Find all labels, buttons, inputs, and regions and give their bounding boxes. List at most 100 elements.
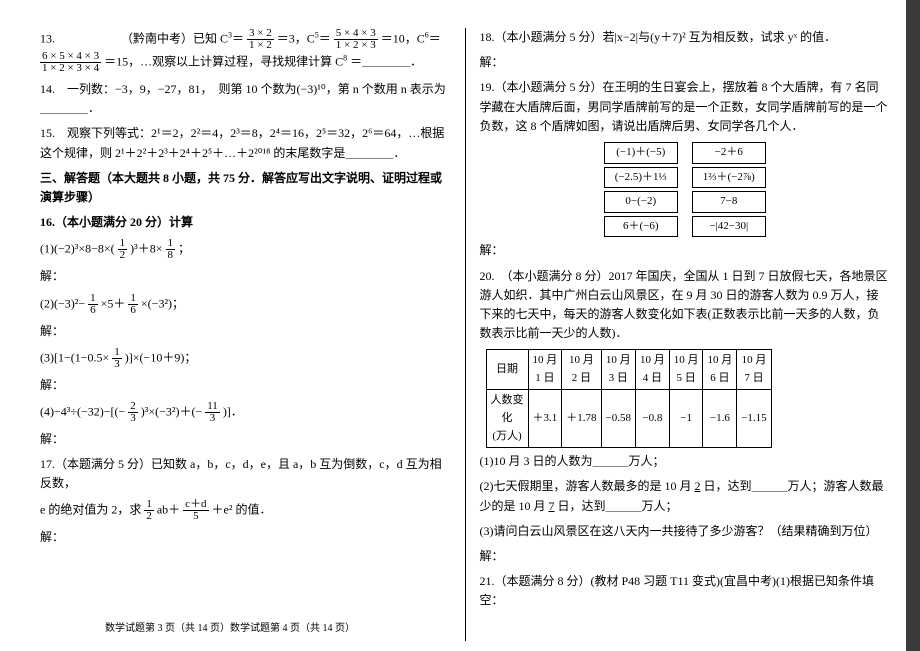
page-footer: 数学试题第 3 页（共 14 页）数学试题第 4 页（共 14 页） bbox=[0, 621, 460, 637]
tr2: ＋1.78 bbox=[562, 390, 601, 448]
q20-1: (1)10 月 3 日的人数为＿＿＿万人； bbox=[480, 452, 891, 471]
q16-4-f2: 113 bbox=[205, 401, 220, 424]
q16-4-f1: 23 bbox=[128, 401, 138, 424]
q13-eq10: ＝10，C bbox=[381, 31, 425, 45]
q20-2e: 日，达到＿＿＿万人； bbox=[558, 499, 678, 513]
right-column: 18.（本小题满分 5 分）若|x−2|与(y＋7)² 互为相反数，试求 yˣ … bbox=[470, 28, 901, 641]
q13-eq3: ＝3，C bbox=[277, 31, 315, 45]
q19-ans: 解： bbox=[480, 241, 891, 260]
tr3: −0.58 bbox=[601, 390, 635, 448]
q16-2-f2: 16 bbox=[128, 293, 138, 316]
shield-4: 1⅔＋(−2⅞) bbox=[692, 167, 766, 189]
q13: 13. （黔南中考）已知 C3＝ 3 × 21 × 2 ＝3，C5＝ 5 × 4… bbox=[40, 28, 451, 74]
shield-1: (−1)＋(−5) bbox=[604, 142, 678, 164]
th4: 10 月4 日 bbox=[635, 350, 669, 390]
tr5: −1 bbox=[669, 390, 703, 448]
q17-mid: ab＋ bbox=[157, 503, 180, 517]
q14: 14. 一列数：−3，9，−27，81， 则第 10 个数为(−3)¹⁰，第 n… bbox=[40, 80, 451, 118]
q13-frac3: 6 × 5 × 4 × 31 × 2 × 3 × 4 bbox=[40, 51, 101, 74]
q16-3-tail: )]×(−10＋9)； bbox=[125, 350, 197, 364]
q18-ans: 解： bbox=[480, 53, 891, 72]
q16-2-mid1: ×5＋ bbox=[101, 296, 126, 310]
q16-1-frac1: 12 bbox=[118, 238, 128, 261]
q16-1-frac2: 18 bbox=[166, 238, 176, 261]
q16-4: (4)−4³÷(−32)−[(− 23 )³×(−3²)＋(− 113 )]． bbox=[40, 401, 451, 424]
q16-1: (1)(−2)³×8−8×( 12 )³＋8× 18 ； bbox=[40, 238, 451, 261]
shield-row-4: 6＋(−6) −|42−30| bbox=[565, 216, 805, 238]
q18: 18.（本小题满分 5 分）若|x−2|与(y＋7)² 互为相反数，试求 yˣ … bbox=[480, 28, 891, 47]
shield-grid: (−1)＋(−5) −2＋6 (−2.5)＋1⅓ 1⅔＋(−2⅞) 0−(−2)… bbox=[565, 142, 805, 237]
q16-1-pre: (1)(−2)³×8−8×( bbox=[40, 242, 115, 256]
q13-eq15: ＝15，…观察以上计算过程，寻找规律计算 C bbox=[104, 54, 343, 68]
tr7: −1.15 bbox=[737, 390, 771, 448]
shield-6: 7−8 bbox=[692, 191, 766, 213]
shield-5: 0−(−2) bbox=[604, 191, 678, 213]
q20-ans: 解： bbox=[480, 547, 891, 566]
q15: 15. 观察下列等式：2¹＝2，2²＝4，2³＝8，2⁴＝16，2⁵＝32，2⁶… bbox=[40, 124, 451, 162]
tr0: 人数变化(万人) bbox=[486, 390, 528, 448]
q16-1-ans: 解： bbox=[40, 267, 451, 286]
right-dark-bar bbox=[906, 0, 920, 651]
th1: 10 月1 日 bbox=[528, 350, 562, 390]
shield-row-1: (−1)＋(−5) −2＋6 bbox=[565, 142, 805, 164]
th5: 10 月5 日 bbox=[669, 350, 703, 390]
q16-2-f1: 16 bbox=[88, 293, 98, 316]
q13-frac1: 3 × 21 × 2 bbox=[247, 28, 274, 51]
table-row-data: 人数变化(万人) ＋3.1 ＋1.78 −0.58 −0.8 −1 −1.6 −… bbox=[486, 390, 771, 448]
q20-2b: 2 bbox=[695, 479, 701, 493]
th3: 10 月3 日 bbox=[601, 350, 635, 390]
tr6: −1.6 bbox=[703, 390, 737, 448]
q13-sup3: 3 bbox=[228, 30, 232, 39]
th6: 10 月6 日 bbox=[703, 350, 737, 390]
q17-b: e 的绝对值为 2，求 12 ab＋ c＋d5 ＋e² 的值． bbox=[40, 499, 451, 522]
tr1: ＋3.1 bbox=[528, 390, 562, 448]
tr4: −0.8 bbox=[635, 390, 669, 448]
q13-sup8: 8 bbox=[343, 53, 347, 62]
q13-sup6: 6 bbox=[425, 30, 429, 39]
th0: 日期 bbox=[486, 350, 528, 390]
th2: 10 月2 日 bbox=[562, 350, 601, 390]
q20-table: 日期 10 月1 日 10 月2 日 10 月3 日 10 月4 日 10 月5… bbox=[486, 349, 772, 448]
q16-2: (2)(−3)²− 16 ×5＋ 16 ×(−3²)； bbox=[40, 293, 451, 316]
q13-tail: ＝＿＿＿＿． bbox=[350, 54, 422, 68]
q20-2: (2)七天假期里，游客人数最多的是 10 月 2 日，达到＿＿＿万人；游客人数最… bbox=[480, 477, 891, 515]
table-row-header: 日期 10 月1 日 10 月2 日 10 月3 日 10 月4 日 10 月5… bbox=[486, 350, 771, 390]
shield-7: 6＋(−6) bbox=[604, 216, 678, 238]
q16-3: (3)[1−(1−0.5× 13 )]×(−10＋9)； bbox=[40, 347, 451, 370]
q17-ans: 解： bbox=[40, 528, 451, 547]
q20: 20. （本小题满分 8 分）2017 年国庆，全国从 1 日到 7 日放假七天… bbox=[480, 267, 891, 344]
q16-4-mid: )³×(−3²)＋(− bbox=[141, 404, 202, 418]
q16-1-tail: ； bbox=[178, 242, 190, 256]
q16-title: 16.（本小题满分 20 分）计算 bbox=[40, 213, 451, 232]
q17-f1: 12 bbox=[144, 499, 154, 522]
th7: 10 月7 日 bbox=[737, 350, 771, 390]
page: 13. （黔南中考）已知 C3＝ 3 × 21 × 2 ＝3，C5＝ 5 × 4… bbox=[0, 0, 920, 651]
q20-3: (3)请问白云山风景区在这八天内一共接待了多少游客？（结果精确到万位） bbox=[480, 522, 891, 541]
left-column: 13. （黔南中考）已知 C3＝ 3 × 21 × 2 ＝3，C5＝ 5 × 4… bbox=[30, 28, 461, 641]
section-3-header: 三、解答题（本大题共 8 小题，共 75 分．解答应写出文字说明、证明过程或演算… bbox=[40, 169, 451, 207]
q16-4-ans: 解： bbox=[40, 430, 451, 449]
q16-1-mid: )³＋8× bbox=[130, 242, 162, 256]
q16-4-tail: )]． bbox=[223, 404, 243, 418]
shield-row-2: (−2.5)＋1⅓ 1⅔＋(−2⅞) bbox=[565, 167, 805, 189]
shield-8: −|42−30| bbox=[692, 216, 766, 238]
column-divider bbox=[465, 28, 466, 641]
q17-a: 17.（本题满分 5 分）已知数 a，b，c，d，e，且 a，b 互为倒数，c，… bbox=[40, 455, 451, 493]
q16-2-tail: ×(−3²)； bbox=[141, 296, 184, 310]
q20-2a: (2)七天假期里，游客人数最多的是 10 月 bbox=[480, 479, 692, 493]
q16-3-ans: 解： bbox=[40, 376, 451, 395]
q13-pre: 13. （黔南中考）已知 C bbox=[40, 31, 228, 45]
q17-tail: ＋e² 的值． bbox=[212, 503, 272, 517]
q16-4-pre: (4)−4³÷(−32)−[(− bbox=[40, 404, 125, 418]
q17-b-pre: e 的绝对值为 2，求 bbox=[40, 503, 144, 517]
q13-sup5: 5 bbox=[315, 30, 319, 39]
shield-row-3: 0−(−2) 7−8 bbox=[565, 191, 805, 213]
q16-3-pre: (3)[1−(1−0.5× bbox=[40, 350, 109, 364]
q21: 21.（本题满分 8 分）(教材 P48 习题 T11 变式)(宜昌中考)(1)… bbox=[480, 572, 891, 610]
q16-3-f: 13 bbox=[112, 347, 122, 370]
q16-2-ans: 解： bbox=[40, 322, 451, 341]
q16-2-pre: (2)(−3)²− bbox=[40, 296, 85, 310]
q17-f2: c＋d5 bbox=[183, 499, 208, 522]
q13-frac2: 5 × 4 × 31 × 2 × 3 bbox=[334, 28, 378, 51]
q19: 19.（本小题满分 5 分）在王明的生日宴会上，摆放着 8 个大盾牌，有 7 名… bbox=[480, 78, 891, 136]
